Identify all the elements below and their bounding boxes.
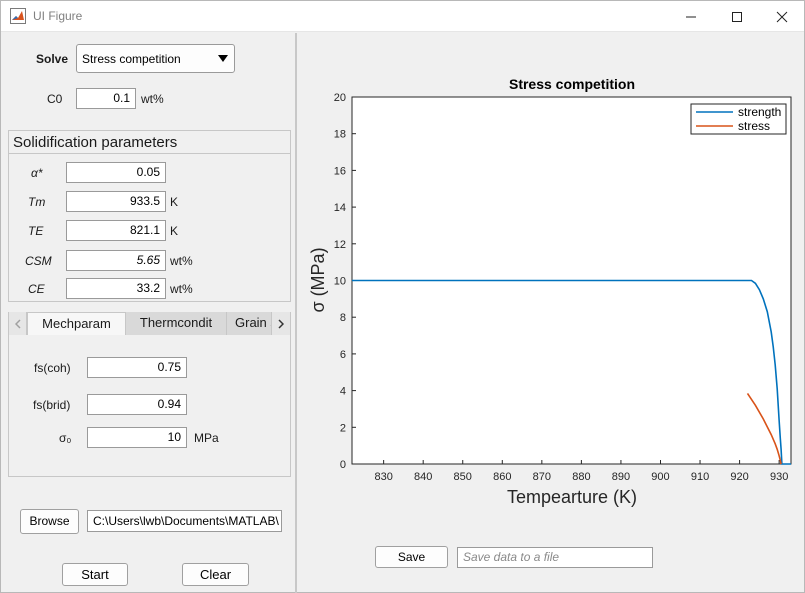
param-unit-ce: wt% (170, 282, 193, 296)
x-axis-label: Tempearture (K) (507, 487, 637, 507)
c0-field[interactable]: 0.1 (76, 88, 136, 109)
param-unit-te: K (170, 224, 179, 238)
x-tick-label: 930 (770, 471, 788, 483)
solidification-panel-header: Solidification parameters (9, 131, 290, 154)
title-bar: UI Figure (1, 1, 804, 32)
y-tick-label: 18 (334, 129, 346, 141)
solve-dropdown[interactable]: Stress competition (76, 44, 235, 73)
maximize-icon (732, 11, 742, 22)
mech-field-fsbrid[interactable]: 0.94 (87, 394, 187, 415)
param-unit-tm: K (170, 195, 179, 209)
legend-label-strength: strength (738, 105, 781, 119)
y-tick-label: 4 (340, 386, 346, 398)
mech-field-sigma0[interactable]: 10 (87, 427, 187, 448)
param-field-te[interactable]: 821.1 (66, 220, 166, 241)
mech-unit-sigma0: MPa (194, 431, 219, 445)
param-label-te: TE (28, 224, 44, 238)
tab-scroll-left-button[interactable] (9, 312, 27, 335)
param-field-ce[interactable]: 33.2 (66, 278, 166, 299)
solve-selected: Stress competition (82, 52, 181, 66)
y-tick-label: 8 (340, 312, 346, 324)
y-tick-label: 16 (334, 165, 346, 177)
window-title: UI Figure (33, 9, 83, 23)
dropdown-arrow-icon (218, 55, 228, 62)
x-tick-label: 830 (374, 471, 392, 483)
tab-thermcondit[interactable]: Thermcondit (126, 312, 227, 335)
tab-bar: Mechparam Thermcondit Grain s (9, 312, 290, 336)
param-field-csm[interactable]: 5.65 (66, 250, 166, 271)
legend-label-stress: stress (738, 119, 770, 133)
solve-label: Solve (36, 52, 69, 66)
solidification-panel: Solidification parameters (8, 130, 291, 302)
stress-chart: Stress competition 830 840 850 860 870 880 890… (308, 76, 792, 507)
x-tick-label: 880 (572, 471, 590, 483)
x-tick-label: 910 (691, 471, 709, 483)
path-field[interactable]: C:\Users\lwb\Documents\MATLAB\ (87, 510, 282, 532)
y-tick-label: 14 (334, 202, 346, 214)
x-tick-label: 850 (454, 471, 472, 483)
legend-box (690, 103, 787, 135)
minimize-icon (686, 16, 696, 17)
save-button[interactable]: Save (375, 546, 448, 568)
close-icon (776, 11, 788, 22)
param-label-csm: CSM (25, 254, 52, 268)
y-tick-label: 20 (334, 92, 346, 104)
param-unit-csm: wt% (170, 254, 193, 268)
y-tick-label: 2 (340, 422, 346, 434)
panel-divider (295, 33, 297, 593)
series-line-strength (352, 279, 791, 465)
tab-scroll-right-button[interactable] (272, 312, 290, 335)
series-line-stress (746, 392, 782, 465)
mech-label-fsbrid: fs(brid) (33, 398, 71, 412)
y-tick-label: 10 (334, 276, 346, 288)
x-tick-label: 890 (612, 471, 630, 483)
chart-title: Stress competition (509, 76, 635, 92)
matlab-logo-icon (10, 8, 26, 24)
browse-button[interactable]: Browse (20, 509, 79, 534)
clear-button[interactable]: Clear (182, 563, 249, 586)
tab-grain[interactable]: Grain s (227, 312, 272, 335)
plot-series (352, 279, 791, 465)
c0-label: C0 (47, 92, 63, 106)
param-label-tm: Tm (28, 195, 46, 209)
mech-label-fscoh: fs(coh) (34, 361, 71, 375)
close-button[interactable] (759, 1, 805, 32)
x-tick-label: 860 (493, 471, 511, 483)
y-tick-label: 6 (340, 349, 346, 361)
x-tick-label: 840 (414, 471, 432, 483)
y-axis-label: σ (MPa) (308, 247, 328, 312)
param-field-alpha[interactable]: 0.05 (66, 162, 166, 183)
axis-ticks: 830 840 850 860 870 880 890 900 910 920 930 0 2 4 6 8 10… (334, 92, 789, 483)
chevron-right-icon (278, 318, 284, 329)
tab-mechparam[interactable]: Mechparam (27, 312, 126, 336)
param-label-ce: CE (28, 282, 45, 296)
param-label-alpha: α* (31, 166, 43, 180)
chevron-left-icon (14, 318, 21, 329)
param-field-tm[interactable]: 933.5 (66, 191, 166, 212)
save-file-field[interactable]: Save data to a file (457, 547, 653, 568)
mech-field-fscoh[interactable]: 0.75 (87, 357, 187, 378)
c0-unit: wt% (141, 92, 164, 106)
y-tick-label: 12 (334, 239, 346, 251)
y-tick-label: 0 (340, 459, 346, 471)
mech-label-sigma0: σ₀ (59, 431, 72, 445)
x-tick-label: 920 (730, 471, 748, 483)
start-button[interactable]: Start (62, 563, 128, 586)
maximize-button[interactable] (714, 1, 760, 32)
solidification-title: Solidification parameters (13, 134, 178, 151)
minimize-button[interactable] (668, 1, 714, 32)
x-tick-label: 870 (533, 471, 551, 483)
x-tick-label: 900 (651, 471, 669, 483)
